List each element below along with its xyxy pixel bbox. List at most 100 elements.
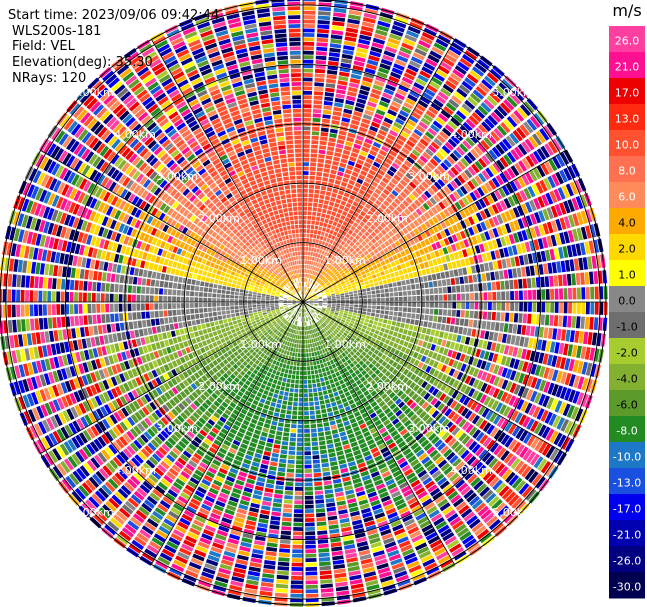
range-gate bbox=[540, 276, 545, 288]
range-gate bbox=[308, 325, 311, 330]
range-gate bbox=[327, 374, 333, 380]
range-gate bbox=[304, 495, 314, 500]
range-gate bbox=[447, 76, 460, 86]
range-gate bbox=[250, 418, 258, 425]
range-gate bbox=[398, 506, 409, 515]
range-gate bbox=[391, 376, 398, 383]
range-gate bbox=[466, 399, 475, 409]
range-gate bbox=[447, 294, 452, 301]
range-gate bbox=[182, 450, 192, 459]
range-gate bbox=[336, 305, 341, 308]
range-gate bbox=[425, 268, 431, 275]
range-gate bbox=[421, 255, 428, 262]
range-gate bbox=[327, 296, 332, 298]
range-gate bbox=[303, 295, 305, 300]
range-gate bbox=[298, 312, 301, 317]
range-gate bbox=[316, 272, 320, 277]
range-gate bbox=[486, 133, 497, 145]
range-gate bbox=[394, 186, 402, 194]
range-gate bbox=[280, 386, 285, 391]
range-gate bbox=[443, 348, 449, 356]
range-gate bbox=[447, 120, 458, 130]
range-gate bbox=[351, 190, 358, 197]
range-gate bbox=[324, 332, 328, 337]
range-gate bbox=[345, 299, 350, 302]
range-gate bbox=[343, 173, 351, 179]
range-gate bbox=[303, 308, 305, 313]
range-gate bbox=[402, 268, 408, 274]
range-gate bbox=[329, 43, 342, 49]
range-gate bbox=[201, 414, 209, 422]
range-gate bbox=[469, 69, 482, 81]
range-gate bbox=[355, 319, 360, 323]
range-gate bbox=[469, 92, 482, 104]
range-gate bbox=[356, 316, 361, 320]
range-gate bbox=[373, 376, 380, 383]
range-gate bbox=[374, 369, 381, 375]
range-gate bbox=[312, 383, 317, 388]
range-gate bbox=[318, 297, 323, 300]
range-gate bbox=[403, 102, 414, 110]
range-gate bbox=[549, 430, 559, 444]
range-gate bbox=[500, 102, 512, 114]
range-gate bbox=[442, 286, 447, 294]
range-gate bbox=[348, 570, 361, 577]
range-gate bbox=[392, 316, 398, 321]
range-gate bbox=[380, 495, 391, 503]
range-gate bbox=[398, 302, 403, 307]
range-gate bbox=[204, 563, 217, 571]
range-gate bbox=[358, 237, 364, 244]
range-gate bbox=[438, 346, 445, 354]
range-gate bbox=[203, 499, 214, 508]
range-gate bbox=[432, 234, 439, 242]
range-gate bbox=[394, 292, 399, 297]
range-gate bbox=[336, 266, 341, 271]
range-gate bbox=[305, 553, 317, 558]
range-gate bbox=[570, 406, 580, 420]
range-gate bbox=[401, 416, 409, 424]
range-gate bbox=[434, 204, 442, 213]
range-gate bbox=[347, 565, 360, 572]
range-gate bbox=[328, 285, 333, 289]
range-gate bbox=[367, 335, 372, 341]
range-gate bbox=[348, 229, 354, 235]
range-gate bbox=[328, 328, 333, 333]
range-gate bbox=[343, 40, 356, 47]
range-gate bbox=[318, 149, 326, 155]
range-gate bbox=[390, 272, 395, 278]
range-gate bbox=[332, 285, 337, 289]
range-gate bbox=[451, 350, 458, 359]
range-gate bbox=[543, 263, 549, 275]
range-gate bbox=[312, 261, 316, 266]
range-gate bbox=[395, 276, 401, 282]
range-gate bbox=[438, 201, 446, 210]
range-gate bbox=[522, 313, 528, 324]
range-gate bbox=[367, 247, 373, 253]
range-gate bbox=[446, 245, 453, 254]
range-gate bbox=[331, 343, 336, 348]
range-gate bbox=[446, 317, 451, 324]
range-gate bbox=[330, 320, 335, 324]
range-gate bbox=[334, 335, 339, 340]
range-gate bbox=[223, 424, 231, 431]
range-gate bbox=[441, 127, 452, 137]
range-gate bbox=[565, 259, 571, 272]
range-gate bbox=[309, 297, 313, 300]
range-gate bbox=[383, 247, 389, 254]
range-gate bbox=[397, 312, 403, 317]
range-gate bbox=[307, 339, 310, 344]
range-gate bbox=[157, 503, 169, 513]
range-gate bbox=[383, 319, 388, 324]
range-gate bbox=[259, 468, 268, 474]
range-gate bbox=[149, 540, 162, 551]
range-gate bbox=[552, 415, 561, 428]
range-gate bbox=[353, 376, 359, 382]
range-gate bbox=[344, 544, 356, 550]
range-gate bbox=[465, 137, 475, 147]
range-gate bbox=[298, 415, 303, 420]
range-gate bbox=[341, 265, 346, 270]
range-gate bbox=[336, 300, 341, 302]
range-gate bbox=[282, 508, 293, 513]
range-gate bbox=[305, 348, 309, 353]
range-gate bbox=[474, 292, 479, 301]
